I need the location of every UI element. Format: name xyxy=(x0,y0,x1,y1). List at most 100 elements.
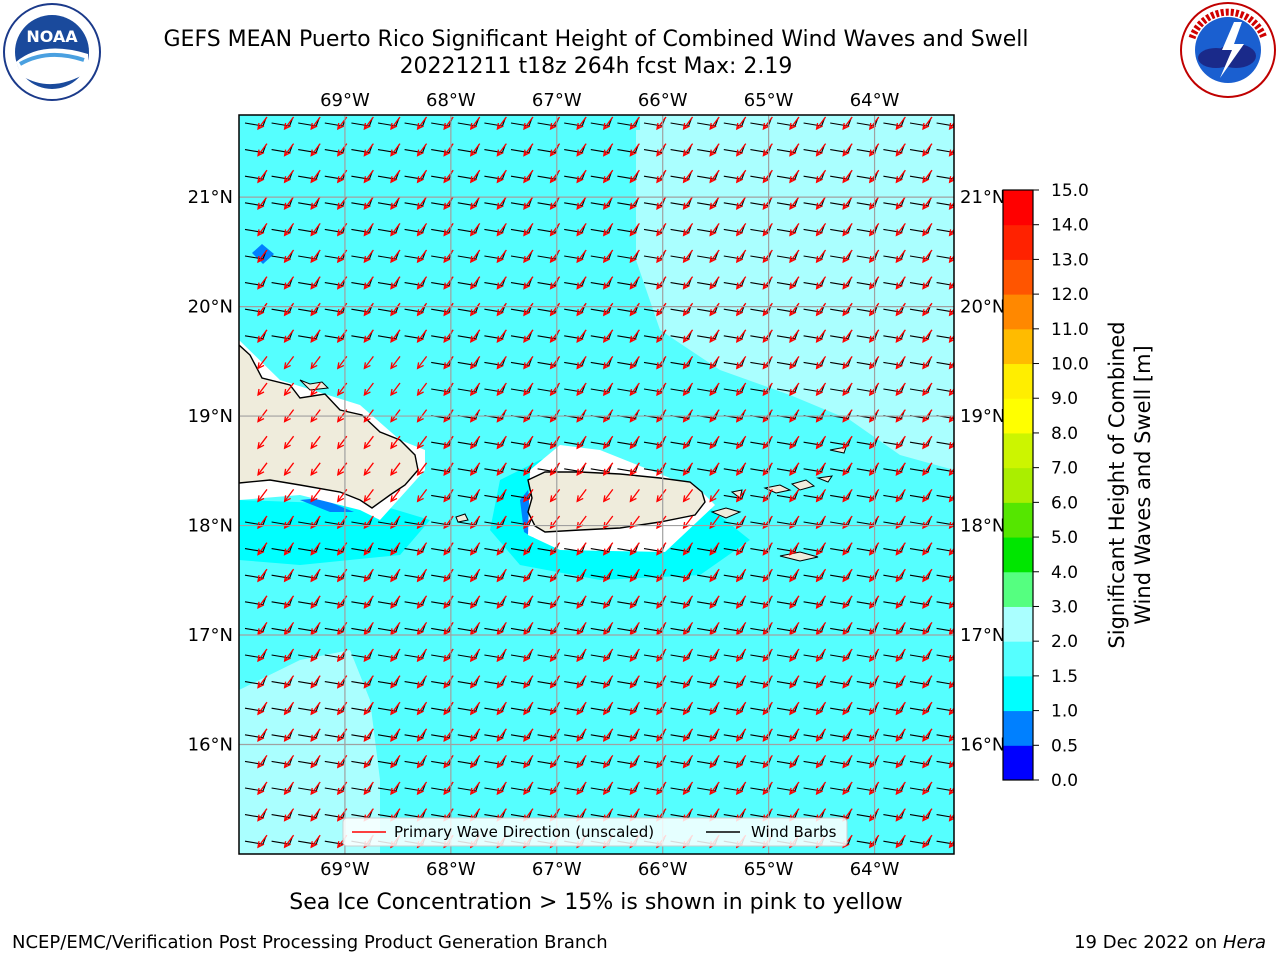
wave-arrow xyxy=(709,781,720,796)
wave-arrow xyxy=(523,781,534,796)
wave-arrow xyxy=(496,169,507,184)
wave-arrow xyxy=(496,356,507,370)
wave-arrow xyxy=(709,542,720,556)
wave-arrow xyxy=(257,143,268,157)
wave-arrow xyxy=(549,675,561,689)
wave-arrow xyxy=(576,356,587,370)
wave-arrow xyxy=(416,648,428,663)
colorbar-tick-label: 7.0 xyxy=(1051,459,1078,479)
wave-arrow xyxy=(496,755,507,769)
wave-arrow xyxy=(363,249,374,264)
wave-arrow xyxy=(815,302,827,317)
wave-arrow xyxy=(523,728,534,742)
wave-arrow xyxy=(789,595,800,609)
wave-arrow xyxy=(922,728,933,742)
wave-arrow xyxy=(576,196,587,210)
wave-field-high-north xyxy=(700,115,954,140)
wave-arrow xyxy=(762,568,773,583)
wave-arrow xyxy=(815,356,827,370)
wave-arrow xyxy=(310,382,321,397)
wave-arrow xyxy=(789,568,800,583)
wave-arrow xyxy=(363,462,374,476)
wave-arrow xyxy=(257,169,268,184)
wave-arrow xyxy=(390,781,401,796)
wave-arrow xyxy=(310,329,321,343)
wave-arrow xyxy=(895,276,906,290)
wave-arrow xyxy=(895,435,906,450)
colorbar-segment xyxy=(1003,363,1033,399)
wave-arrow xyxy=(762,622,773,636)
wave-arrow xyxy=(363,648,374,663)
wave-arrow xyxy=(762,435,773,450)
wave-arrow xyxy=(682,728,694,742)
wave-arrow xyxy=(815,755,827,769)
wave-arrow xyxy=(656,489,667,503)
wave-direction-arrows-layer xyxy=(257,116,954,849)
wave-arrow xyxy=(549,223,561,237)
wave-arrow xyxy=(469,382,481,397)
wave-arrow xyxy=(496,143,507,157)
wave-arrow xyxy=(656,675,667,689)
wave-arrow xyxy=(656,356,667,370)
wave-arrow xyxy=(709,143,720,157)
wave-arrow xyxy=(549,701,561,716)
colorbar-segment xyxy=(1003,502,1033,538)
wave-arrow xyxy=(895,329,906,343)
wave-arrow xyxy=(469,622,481,636)
lon-label-top: 69°W xyxy=(320,90,370,111)
wave-arrow xyxy=(283,223,295,237)
wave-arrow xyxy=(602,781,614,796)
wave-arrow xyxy=(549,249,561,264)
wave-arrow xyxy=(682,675,694,689)
wave-arrow xyxy=(523,356,534,370)
wave-arrow xyxy=(762,462,773,476)
colorbar-tick-label: 12.0 xyxy=(1051,285,1089,305)
wave-arrow xyxy=(789,143,800,157)
wave-arrow xyxy=(682,116,694,131)
wave-arrow xyxy=(815,329,827,343)
wave-arrow xyxy=(283,382,295,397)
wave-arrow xyxy=(629,329,640,343)
wave-arrow xyxy=(922,382,933,397)
wave-arrow xyxy=(602,196,614,210)
wave-arrow xyxy=(629,302,640,317)
wave-arrow xyxy=(257,675,268,689)
wave-arrow xyxy=(682,196,694,210)
wave-arrow xyxy=(310,276,321,290)
wave-arrow xyxy=(443,648,454,663)
colorbar-segment xyxy=(1003,294,1033,330)
wave-arrow xyxy=(735,595,747,609)
wave-arrow xyxy=(629,568,640,583)
wave-arrow xyxy=(257,223,268,237)
wave-arrow xyxy=(390,728,401,742)
wave-arrow xyxy=(895,223,906,237)
wave-arrow xyxy=(310,701,321,716)
wave-arrow xyxy=(735,169,747,184)
wave-arrow xyxy=(709,568,720,583)
wave-arrow xyxy=(443,382,454,397)
wave-arrow xyxy=(523,169,534,184)
wave-arrow xyxy=(363,542,374,556)
lat-label-left: 18°N xyxy=(188,516,233,537)
wave-arrow xyxy=(310,648,321,663)
wave-arrow xyxy=(576,249,587,264)
wave-arrow xyxy=(895,196,906,210)
noaa-label: NOAA xyxy=(26,27,78,46)
wave-arrow xyxy=(815,169,827,184)
wave-arrow xyxy=(257,755,268,769)
colorbar-segment xyxy=(1003,398,1033,434)
wave-arrow xyxy=(390,489,401,503)
wave-arrow xyxy=(496,382,507,397)
colorbar-tick-label: 15.0 xyxy=(1051,181,1089,201)
wave-arrow xyxy=(922,143,933,157)
map-frame xyxy=(238,114,955,855)
wave-arrow xyxy=(416,542,428,556)
wave-arrow xyxy=(416,622,428,636)
wave-arrow xyxy=(390,435,401,450)
wave-arrow xyxy=(363,276,374,290)
wave-arrow xyxy=(789,249,800,264)
colorbar-segment xyxy=(1003,745,1033,781)
wave-arrow xyxy=(682,356,694,370)
wave-arrow xyxy=(922,116,933,131)
lat-label-right: 21°N xyxy=(960,187,1005,208)
